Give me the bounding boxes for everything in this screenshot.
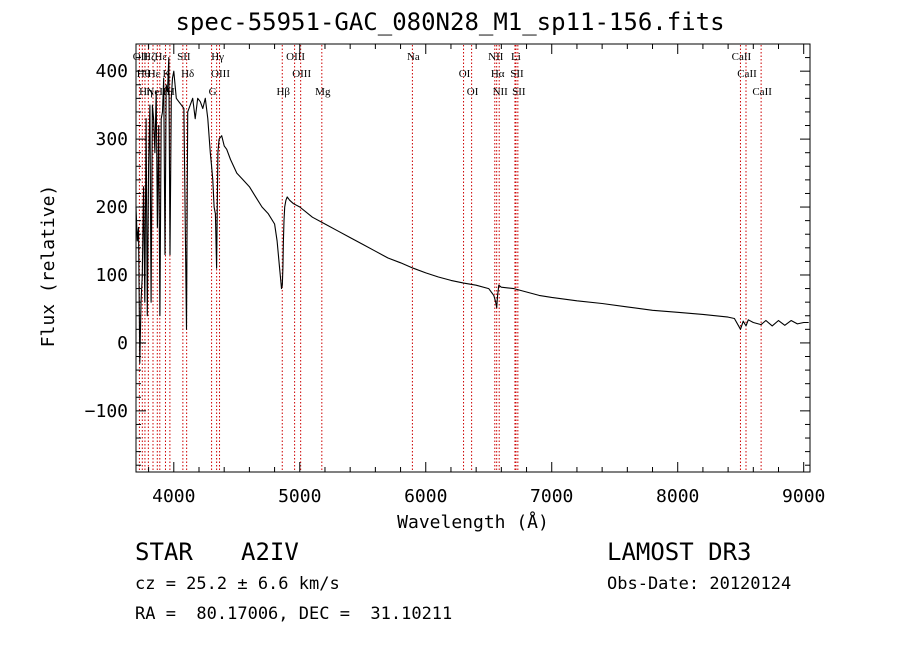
obs-date-text: Obs-Date: 20120124 [607, 574, 792, 594]
line-label-oiii: OIII [286, 51, 305, 63]
y-tick-label: 100 [95, 265, 128, 286]
marker-label-layer: OIIHθHηHζHεNeIIIHεKHSIIHδGHγOIIIHβOIIIOI… [133, 51, 772, 98]
spectrum-line [135, 57, 809, 364]
line-label-mg: Mg [315, 86, 331, 98]
line-label-hδ: Hδ [181, 68, 194, 80]
y-axis-label: Flux (relative) [38, 185, 59, 348]
y-tick-label: 200 [95, 197, 128, 218]
line-label-hζ: Hζ [143, 51, 156, 63]
line-label-oii: OII [133, 51, 149, 63]
line-label-h: H [167, 86, 175, 98]
line-label-oi: OI [467, 86, 479, 98]
line-marker-layer [138, 45, 762, 471]
line-label-g: G [209, 86, 217, 98]
redshift-text: cz = 25.2 ± 6.6 km/s [135, 574, 340, 594]
object-class: STAR [135, 538, 193, 566]
y-tick-label: 0 [117, 333, 128, 354]
line-label-hε: Hε [155, 51, 168, 63]
line-label-caii: CaII [752, 86, 772, 98]
line-label-hθ: Hθ [137, 68, 150, 80]
line-label-oiii: OIII [292, 68, 311, 80]
object-subclass: A2IV [241, 538, 299, 566]
x-tick-label: 4000 [152, 486, 195, 507]
y-tick-label: 400 [95, 61, 128, 82]
line-label-hβ: Hβ [276, 86, 290, 98]
x-tick-label: 9000 [782, 486, 825, 507]
coords-text: RA = 80.17006, DEC = 31.10211 [135, 604, 453, 624]
line-label-oi: OI [459, 68, 471, 80]
line-label-sii: SII [510, 68, 524, 80]
axes-layer: 4000 5000 6000 7000 8000 9000 −100 0 100 200 300 40… [38, 43, 825, 533]
line-label-neiii: NeIII [146, 86, 170, 98]
line-label-caii: CaII [737, 68, 757, 80]
line-label-na: Na [407, 51, 420, 63]
x-tick-label: 7000 [530, 486, 573, 507]
line-label-caii: CaII [732, 51, 752, 63]
spectrum-layer [135, 57, 809, 364]
line-label-hα: Hα [491, 68, 505, 80]
line-label-li: Li [511, 51, 521, 63]
line-label-hη: Hη [139, 86, 153, 98]
x-axis-label: Wavelength (Å) [397, 511, 549, 533]
y-tick-label: −100 [85, 401, 128, 422]
line-label-sii: SII [177, 51, 191, 63]
x-tick-label: 6000 [404, 486, 447, 507]
chart-title: spec-55951-GAC_080N28_M1_sp11-156.fits [175, 8, 725, 36]
plot-frame [135, 43, 811, 473]
line-label-k: K [163, 68, 171, 80]
line-label-sii: SII [512, 86, 526, 98]
x-tick-label: 8000 [656, 486, 699, 507]
line-label-nii: NII [488, 51, 504, 63]
survey-label: LAMOST DR3 [607, 538, 752, 566]
x-tick-label: 5000 [278, 486, 321, 507]
line-label-nii: NII [493, 86, 509, 98]
line-label-oiii: OIII [211, 68, 230, 80]
line-label-hγ: Hγ [211, 51, 224, 63]
y-tick-label: 300 [95, 129, 128, 150]
line-label-hε: Hε [148, 68, 161, 80]
